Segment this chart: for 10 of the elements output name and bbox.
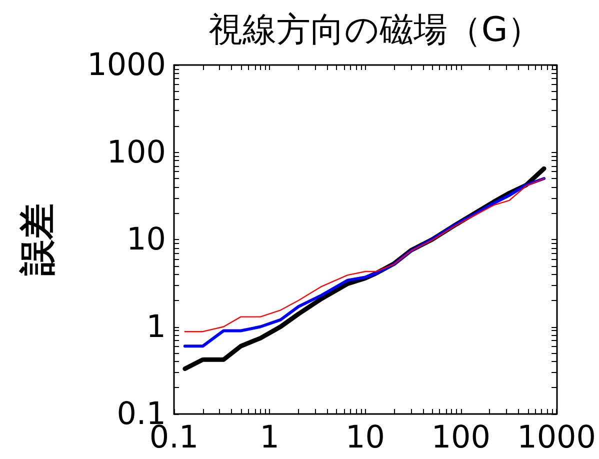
x-tick-label: 1000 bbox=[517, 420, 596, 456]
x-tick-label: 1 bbox=[260, 420, 280, 456]
y-tick-label: 100 bbox=[106, 134, 166, 170]
y-tick-label: 10 bbox=[126, 222, 166, 258]
x-tick-label: 100 bbox=[431, 420, 490, 456]
chart-title: 視線方向の磁場（G） bbox=[208, 10, 542, 50]
y-tick-label: 1 bbox=[146, 308, 166, 345]
x-tick-label: 10 bbox=[346, 420, 386, 456]
y-axis-title: 誤差 bbox=[18, 204, 58, 276]
y-tick-label: 1000 bbox=[87, 47, 166, 83]
